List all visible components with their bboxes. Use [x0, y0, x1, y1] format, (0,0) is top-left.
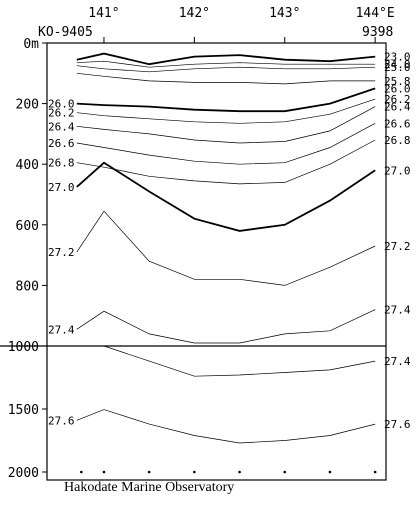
contour-label-left: 26.6	[48, 137, 75, 150]
contour-label-left: 26.2	[48, 107, 75, 120]
station-id-left: KO-9405	[38, 25, 93, 40]
contour-line	[76, 210, 376, 286]
contour-label-right: 26.8	[384, 134, 411, 147]
y-tick-label: 400	[16, 158, 39, 173]
x-tick-label: 143°	[269, 6, 300, 21]
contour-label-right: 27.2	[384, 240, 411, 253]
contour-label-right: 25.0	[384, 61, 411, 74]
station-dot	[102, 470, 106, 474]
contour-label-right: 23.0	[384, 51, 411, 64]
station-dot	[283, 470, 287, 474]
x-tick-label: 144°E	[356, 6, 395, 21]
contour-line	[103, 345, 376, 377]
contour-line	[76, 60, 376, 68]
contour-label-right: 26.6	[384, 117, 411, 130]
contour-label-left: 27.4	[48, 323, 75, 336]
station-dot	[80, 470, 83, 474]
contour-label-right: 26.2	[384, 93, 411, 106]
contour-label-left: 26.4	[48, 120, 75, 133]
contour-line	[76, 409, 376, 444]
station-id-right: 9398	[362, 25, 393, 40]
contour-line	[76, 65, 376, 73]
contour-label-left: 26.0	[48, 98, 75, 111]
contour-label-right: 27.4	[384, 304, 411, 317]
contour-line	[76, 72, 376, 85]
contour-labels-left: 26.026.226.4 26.6 26.8 27.0 27.2 27.4 27.6	[48, 98, 75, 428]
observatory-credit: Hakodate Marine Observatory	[64, 480, 234, 495]
contour-label-right: 27.4	[384, 355, 411, 368]
contour-line	[76, 139, 376, 185]
contour-line	[76, 52, 376, 66]
contour-label-left: 26.8	[48, 157, 75, 170]
x-axis: 141° 142° 143° 144°E	[88, 6, 395, 43]
station-dot	[373, 470, 377, 474]
station-dot	[193, 470, 196, 474]
contour-line	[76, 309, 376, 344]
station-dot	[328, 470, 332, 474]
y-axis: 0m 200 400 600 800 1000 1500 2000	[8, 37, 47, 481]
contour-label-left: 27.6	[48, 414, 75, 427]
contour-label-right: 25.8	[384, 75, 411, 88]
y-tick-label: 1500	[8, 403, 39, 418]
contour-line	[76, 122, 376, 165]
y-tick-label: 600	[16, 219, 39, 234]
contour-label-right: 24.0	[384, 58, 411, 71]
y-tick-label: 200	[16, 98, 39, 113]
station-markers	[80, 470, 377, 474]
contour-line	[76, 98, 376, 124]
contour-label-right: 26.4	[384, 101, 411, 114]
contour-label-right: 27.6	[384, 418, 411, 431]
x-tick-label: 141°	[88, 6, 119, 21]
y-tick-label: 800	[16, 279, 39, 294]
station-dot	[147, 470, 151, 474]
x-tick-label: 142°	[179, 6, 210, 21]
contour-label-left: 27.0	[48, 181, 75, 194]
plot-frame	[0, 42, 387, 481]
contour-label-right: 26.0	[384, 82, 411, 95]
y-tick-label: 0m	[23, 37, 39, 52]
contour-label-right: 27.0	[384, 164, 411, 177]
contour-labels-right: 23.024.025.025.826.026.226.4 26.6 26.8 27.0…	[384, 51, 411, 431]
y-tick-label: 1000	[8, 340, 39, 355]
station-dot	[238, 470, 241, 474]
y-tick-label: 2000	[8, 466, 39, 481]
plot-border	[46, 42, 387, 481]
contour-line	[76, 87, 376, 113]
isopycnal-contours	[76, 52, 376, 444]
contour-line	[76, 161, 376, 232]
contour-line	[76, 106, 376, 144]
contour-label-left: 27.2	[48, 246, 75, 259]
